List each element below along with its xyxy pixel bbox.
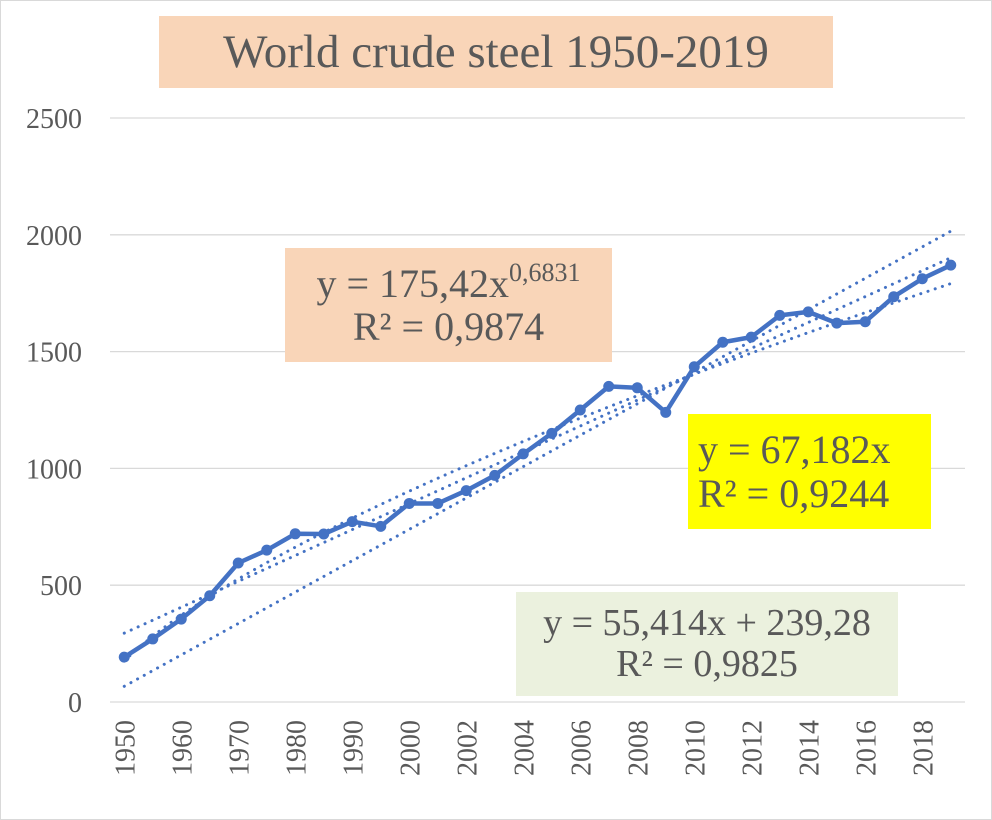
data-point-2007	[603, 380, 615, 392]
data-point-1955	[147, 633, 159, 645]
trendlines	[122, 229, 953, 688]
data-point-2008	[631, 382, 643, 394]
x-tick-label: 2000	[395, 720, 426, 776]
origin-equation: y = 67,182x	[698, 427, 891, 473]
data-point-2005	[546, 427, 558, 439]
y-tick-label: 1500	[26, 338, 82, 369]
data-point-1950	[118, 651, 130, 663]
y-tick-label: 1000	[26, 454, 82, 485]
x-tick-label: 2002	[452, 720, 483, 776]
data-point-2003	[489, 469, 501, 481]
x-tick-label: 2014	[794, 720, 825, 776]
data-point-2018	[916, 273, 928, 285]
data-point-1990	[346, 516, 358, 528]
data-point-1960	[175, 613, 187, 625]
x-tick-label: 2008	[623, 720, 654, 776]
data-point-1995	[375, 520, 387, 532]
x-axis-ticks: 1950 1960 1970 1980 1990 2000 2002 2004 2006 2008…	[110, 720, 939, 776]
trendline-power	[122, 282, 953, 663]
x-tick-label: 2016	[851, 720, 882, 776]
data-point-2000	[403, 497, 415, 509]
data-point-1965	[204, 590, 216, 602]
power-equation-base: y = 175,42x	[316, 260, 510, 306]
linear-r2: R² = 0,9825	[616, 643, 798, 685]
power-r2: R² = 0,9874	[352, 304, 545, 349]
data-series	[118, 259, 957, 663]
x-tick-label: 2010	[680, 720, 711, 776]
data-point-1975	[261, 544, 273, 556]
trendline-linear	[122, 256, 953, 635]
data-point-2011	[717, 336, 729, 348]
linear-equation: y = 55,414x + 239,28	[543, 601, 871, 644]
data-point-2012	[745, 331, 757, 343]
linear-trendline-annotation: y = 55,414x + 239,28 R² = 0,9825	[516, 592, 898, 696]
data-point-2013	[774, 309, 786, 321]
y-tick-label: 2500	[26, 104, 82, 135]
origin-linear-trendline-annotation: y = 67,182x R² = 0,9244	[688, 414, 931, 529]
power-trendline-annotation: y = 175,42x0,6831 R² = 0,9874	[285, 248, 612, 362]
data-point-2001	[432, 497, 444, 509]
x-tick-label: 2004	[509, 720, 540, 776]
y-tick-label: 2000	[26, 221, 82, 252]
power-equation-exponent: 0,6831	[509, 257, 581, 287]
y-tick-label: 500	[40, 571, 82, 602]
x-tick-label: 2006	[566, 720, 597, 776]
power-equation: y = 175,42x0,6831	[285, 258, 612, 306]
x-tick-label: 1980	[281, 720, 312, 776]
x-tick-label: 2018	[908, 720, 939, 776]
origin-r2: R² = 0,9244	[698, 470, 890, 516]
data-point-1970	[232, 557, 244, 569]
data-point-2010	[688, 361, 700, 373]
trendline-linear-origin	[122, 229, 953, 688]
data-point-2019	[945, 259, 957, 271]
x-tick-label: 1950	[110, 720, 141, 776]
data-point-2002	[460, 485, 472, 497]
data-point-1980	[289, 528, 301, 540]
y-tick-label: 0	[68, 688, 82, 719]
data-point-2016	[859, 316, 871, 328]
data-point-2014	[802, 306, 814, 318]
data-point-1985	[318, 528, 330, 540]
data-point-2004	[517, 448, 529, 460]
chart-title: World crude steel 1950-2019	[159, 16, 833, 88]
x-tick-label: 2012	[737, 720, 768, 776]
x-tick-label: 1970	[224, 720, 255, 776]
x-tick-label: 1990	[338, 720, 369, 776]
y-axis-ticks: 0 500 1000 1500 2000 2500	[26, 104, 82, 719]
data-point-2006	[574, 404, 586, 416]
data-point-2015	[831, 317, 843, 329]
data-point-2017	[888, 291, 900, 303]
data-point-2009	[660, 406, 672, 418]
x-tick-label: 1960	[167, 720, 198, 776]
